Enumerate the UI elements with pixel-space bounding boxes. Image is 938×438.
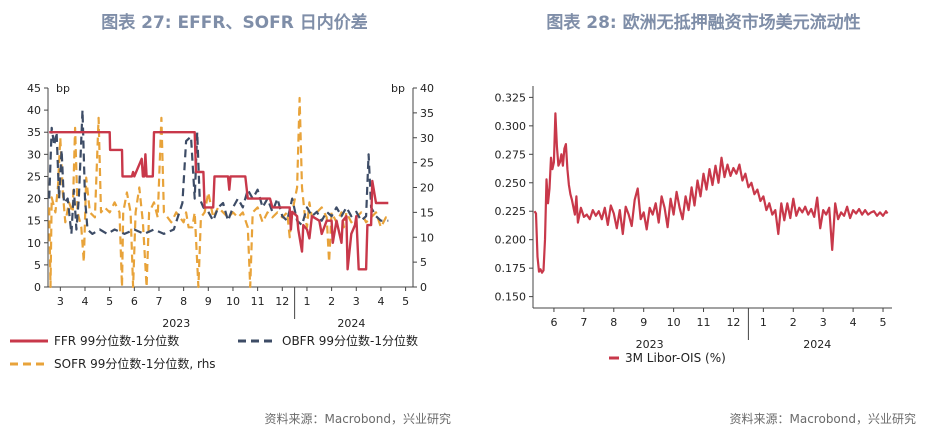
x-tick-label: 3 bbox=[57, 295, 64, 308]
series-line bbox=[49, 131, 389, 271]
x-tick-label: 11 bbox=[697, 316, 711, 329]
y-right-tick-label: 0 bbox=[420, 281, 427, 294]
x-year-label: 2024 bbox=[337, 317, 365, 330]
right-chart: 0.150 0.175 0.200 0.225 0.250 0.275 0.300 0.325… bbox=[495, 86, 892, 365]
x-tick-label: 11 bbox=[251, 295, 265, 308]
y-tick-label: 30 bbox=[27, 148, 41, 161]
left-unit-label: bp bbox=[56, 82, 70, 95]
x-tick-label: 4 bbox=[81, 295, 88, 308]
y-tick-label: 0.225 bbox=[495, 205, 527, 218]
x-tick-label: 6 bbox=[131, 295, 138, 308]
y-right-tick-label: 15 bbox=[420, 206, 434, 219]
x-tick-label: 2 bbox=[790, 316, 797, 329]
y-right-tick-label: 30 bbox=[420, 132, 434, 145]
y-tick-label: 10 bbox=[27, 237, 41, 250]
right-unit-label: bp bbox=[391, 82, 405, 95]
y-tick-label: 0.300 bbox=[495, 120, 527, 133]
x-tick-label: 10 bbox=[667, 316, 681, 329]
y-right-tick-label: 20 bbox=[420, 182, 434, 195]
y-tick-label: 0.275 bbox=[495, 148, 527, 161]
legend-label: 3M Libor-OIS (%) bbox=[625, 351, 726, 365]
x-tick-label: 6 bbox=[550, 316, 557, 329]
left-chart-title: 图表 27: EFFR、SOFR 日内价差 bbox=[101, 13, 368, 33]
legend-label: OBFR 99分位数-1分位数 bbox=[282, 333, 418, 348]
y-right-tick-label: 10 bbox=[420, 231, 434, 244]
y-tick-label: 0.250 bbox=[495, 177, 527, 190]
series-line bbox=[48, 96, 390, 289]
x-tick-label: 1 bbox=[303, 295, 310, 308]
y-tick-label: 0.325 bbox=[495, 91, 527, 104]
x-tick-label: 5 bbox=[402, 295, 409, 308]
y-tick-label: 45 bbox=[27, 82, 41, 95]
series-line bbox=[533, 112, 889, 274]
left-source-note: 资料来源：Macrobond，兴业研究 bbox=[264, 412, 452, 426]
x-tick-label: 3 bbox=[820, 316, 827, 329]
x-year-label: 2024 bbox=[803, 338, 831, 351]
x-tick-label: 4 bbox=[850, 316, 857, 329]
y-right-tick-label: 25 bbox=[420, 157, 434, 170]
y-tick-label: 35 bbox=[27, 126, 41, 139]
y-right-tick-label: 40 bbox=[420, 82, 434, 95]
x-tick-label: 7 bbox=[155, 295, 162, 308]
legend-label: FFR 99分位数-1分位数 bbox=[54, 333, 179, 348]
series-line bbox=[48, 109, 389, 235]
y-tick-label: 5 bbox=[34, 259, 41, 272]
y-tick-label: 0.200 bbox=[495, 234, 527, 247]
x-tick-label: 12 bbox=[726, 316, 740, 329]
y-tick-label: 0.175 bbox=[495, 262, 527, 275]
x-tick-label: 5 bbox=[106, 295, 113, 308]
x-tick-label: 9 bbox=[640, 316, 647, 329]
x-tick-label: 2 bbox=[328, 295, 335, 308]
y-right-tick-label: 5 bbox=[420, 256, 427, 269]
y-right-tick-label: 35 bbox=[420, 107, 434, 120]
y-tick-label: 25 bbox=[27, 170, 41, 183]
left-chart-panel: 图表 27: EFFR、SOFR 日内价差 0 5 10 15 20 25 30 35 40 45… bbox=[10, 13, 452, 426]
x-tick-label: 7 bbox=[580, 316, 587, 329]
x-tick-label: 4 bbox=[377, 295, 384, 308]
legend-label: SOFR 99分位数-1分位数, rhs bbox=[54, 356, 216, 371]
y-tick-label: 15 bbox=[27, 215, 41, 228]
right-source-note: 资料来源：Macrobond，兴业研究 bbox=[729, 412, 917, 426]
right-chart-title: 图表 28: 欧洲无抵押融资市场美元流动性 bbox=[546, 13, 861, 33]
x-tick-label: 3 bbox=[353, 295, 360, 308]
x-tick-label: 8 bbox=[610, 316, 617, 329]
x-tick-label: 9 bbox=[205, 295, 212, 308]
x-tick-label: 12 bbox=[275, 295, 289, 308]
y-tick-label: 40 bbox=[27, 104, 41, 117]
x-year-label: 2023 bbox=[162, 317, 190, 330]
x-tick-label: 1 bbox=[760, 316, 767, 329]
x-tick-label: 10 bbox=[226, 295, 240, 308]
y-tick-label: 0 bbox=[34, 281, 41, 294]
x-tick-label: 8 bbox=[180, 295, 187, 308]
y-tick-label: 0.150 bbox=[495, 291, 527, 304]
x-tick-label: 5 bbox=[880, 316, 887, 329]
y-tick-label: 20 bbox=[27, 193, 41, 206]
right-chart-panel: 图表 28: 欧洲无抵押融资市场美元流动性 0.150 0.175 0.200 0.2… bbox=[469, 0, 938, 438]
x-year-label: 2023 bbox=[636, 338, 664, 351]
right-plot-area: 0.150 0.175 0.200 0.225 0.250 0.275 0.300 0.325… bbox=[495, 86, 892, 365]
